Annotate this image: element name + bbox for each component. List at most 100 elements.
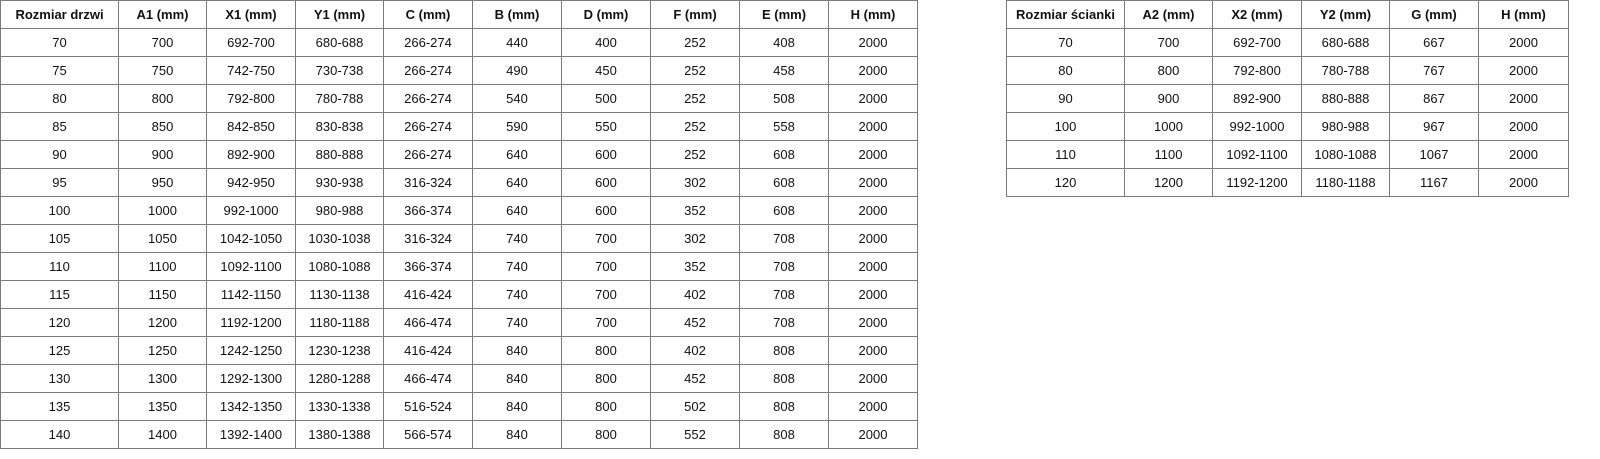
table-cell: 780-788 bbox=[295, 84, 384, 113]
table-cell: 1300 bbox=[118, 364, 207, 393]
table-cell: 85 bbox=[0, 112, 119, 141]
table-cell: 135 bbox=[0, 392, 119, 421]
table-cell: 1350 bbox=[118, 392, 207, 421]
table-cell: 80 bbox=[0, 84, 119, 113]
table-row: 85 850 842-850 830-838 266-274 590 550 252 558 20… bbox=[0, 112, 918, 141]
table-cell: 2000 bbox=[828, 308, 918, 337]
column-header: C (mm) bbox=[383, 0, 473, 29]
table-row: 125 1250 1242-1250 1230-1238 416-424 840 800 40… bbox=[0, 336, 918, 365]
column-header: X2 (mm) bbox=[1212, 0, 1302, 29]
table-cell: 850 bbox=[118, 112, 207, 141]
table-cell: 1330-1338 bbox=[295, 392, 384, 421]
table-cell: 692-700 bbox=[206, 28, 296, 57]
table-cell: 2000 bbox=[1478, 56, 1569, 85]
table-cell: 1250 bbox=[118, 336, 207, 365]
table-cell: 452 bbox=[650, 308, 740, 337]
table-cell: 808 bbox=[739, 420, 829, 449]
table-cell: 740 bbox=[472, 252, 562, 281]
table-cell: 440 bbox=[472, 28, 562, 57]
table-cell: 700 bbox=[561, 252, 651, 281]
table-cell: 1200 bbox=[118, 308, 207, 337]
table-cell: 640 bbox=[472, 168, 562, 197]
table-cell: 740 bbox=[472, 224, 562, 253]
column-header: Y1 (mm) bbox=[295, 0, 384, 29]
table-cell: 266-274 bbox=[383, 56, 473, 85]
table-cell: 452 bbox=[650, 364, 740, 393]
table-cell: 140 bbox=[0, 420, 119, 449]
table-row: 70 700 692-700 680-688 667 2000 bbox=[1006, 28, 1569, 57]
table-cell: 416-424 bbox=[383, 336, 473, 365]
table-cell: 252 bbox=[650, 28, 740, 57]
table-cell: 80 bbox=[1006, 56, 1125, 85]
table-cell: 540 bbox=[472, 84, 562, 113]
table-cell: 466-474 bbox=[383, 308, 473, 337]
table-cell: 800 bbox=[561, 392, 651, 421]
table-cell: 608 bbox=[739, 168, 829, 197]
table-cell: 930-938 bbox=[295, 168, 384, 197]
table-cell: 780-788 bbox=[1301, 56, 1390, 85]
table-cell: 740 bbox=[472, 308, 562, 337]
table-cell: 700 bbox=[561, 308, 651, 337]
table-cell: 1230-1238 bbox=[295, 336, 384, 365]
table-cell: 600 bbox=[561, 168, 651, 197]
table-cell: 842-850 bbox=[206, 112, 296, 141]
table-cell: 552 bbox=[650, 420, 740, 449]
table-cell: 1042-1050 bbox=[206, 224, 296, 253]
table-cell: 1142-1150 bbox=[206, 280, 296, 309]
table-cell: 110 bbox=[1006, 140, 1125, 169]
table-cell: 808 bbox=[739, 336, 829, 365]
table-cell: 266-274 bbox=[383, 112, 473, 141]
table-cell: 808 bbox=[739, 364, 829, 393]
table-cell: 400 bbox=[561, 28, 651, 57]
column-header: X1 (mm) bbox=[206, 0, 296, 29]
table-row: 80 800 792-800 780-788 266-274 540 500 252 508 20… bbox=[0, 84, 918, 113]
table-cell: 266-274 bbox=[383, 28, 473, 57]
table-cell: 692-700 bbox=[1212, 28, 1302, 57]
table-cell: 680-688 bbox=[1301, 28, 1390, 57]
table-cell: 1092-1100 bbox=[206, 252, 296, 281]
table-cell: 750 bbox=[118, 56, 207, 85]
table-cell: 730-738 bbox=[295, 56, 384, 85]
table-cell: 840 bbox=[472, 364, 562, 393]
table-cell: 708 bbox=[739, 280, 829, 309]
table-cell: 90 bbox=[0, 140, 119, 169]
table-cell: 1067 bbox=[1389, 140, 1479, 169]
table-cell: 590 bbox=[472, 112, 562, 141]
column-header: Rozmiar drzwi bbox=[0, 0, 119, 29]
table-cell: 2000 bbox=[828, 84, 918, 113]
column-header: H (mm) bbox=[828, 0, 918, 29]
table-cell: 95 bbox=[0, 168, 119, 197]
table-cell: 708 bbox=[739, 252, 829, 281]
table-cell: 867 bbox=[1389, 84, 1479, 113]
table-cell: 600 bbox=[561, 196, 651, 225]
table-cell: 2000 bbox=[828, 280, 918, 309]
table-cell: 742-750 bbox=[206, 56, 296, 85]
table-cell: 840 bbox=[472, 420, 562, 449]
table-cell: 700 bbox=[561, 224, 651, 253]
table-cell: 1092-1100 bbox=[1212, 140, 1302, 169]
table-row: 115 1150 1142-1150 1130-1138 416-424 740 700 40… bbox=[0, 280, 918, 309]
table-cell: 892-900 bbox=[1212, 84, 1302, 113]
table-cell: 450 bbox=[561, 56, 651, 85]
table-cell: 950 bbox=[118, 168, 207, 197]
table-cell: 502 bbox=[650, 392, 740, 421]
table-cell: 266-274 bbox=[383, 140, 473, 169]
table-cell: 792-800 bbox=[206, 84, 296, 113]
table-cell: 2000 bbox=[1478, 168, 1569, 197]
table-cell: 90 bbox=[1006, 84, 1125, 113]
table-cell: 992-1000 bbox=[206, 196, 296, 225]
column-header: G (mm) bbox=[1389, 0, 1479, 29]
table-cell: 792-800 bbox=[1212, 56, 1302, 85]
table-cell: 680-688 bbox=[295, 28, 384, 57]
table-cell: 2000 bbox=[828, 252, 918, 281]
table-row: 75 750 742-750 730-738 266-274 490 450 252 458 20… bbox=[0, 56, 918, 85]
table-cell: 402 bbox=[650, 336, 740, 365]
table-cell: 1180-1188 bbox=[1301, 168, 1390, 197]
table-cell: 1342-1350 bbox=[206, 392, 296, 421]
column-header: B (mm) bbox=[472, 0, 562, 29]
column-header: F (mm) bbox=[650, 0, 740, 29]
table-cell: 130 bbox=[0, 364, 119, 393]
table-cell: 252 bbox=[650, 56, 740, 85]
table-cell: 980-988 bbox=[295, 196, 384, 225]
table-cell: 100 bbox=[1006, 112, 1125, 141]
